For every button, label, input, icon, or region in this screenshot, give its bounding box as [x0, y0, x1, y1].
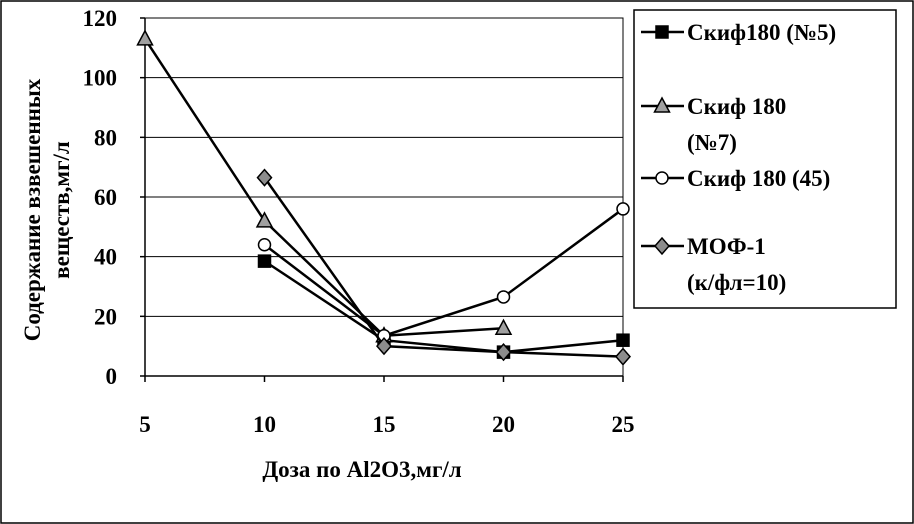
data-point [257, 237, 272, 252]
legend-label: Скиф 180 (45) [687, 166, 830, 191]
y-axis-title: Содержание взвешенных веществ,мг/л [20, 78, 74, 341]
x-tick-label: 15 [373, 412, 396, 437]
y-tick-label: 80 [94, 125, 117, 150]
series-line [263, 260, 624, 354]
legend-item-4: МОФ-1 (к/фл=10) [641, 234, 786, 295]
legend-item-2: Скиф 180 (№7) [641, 94, 786, 155]
x-axis-title: Доза по Al2O3,мг/л [262, 457, 461, 482]
y-tick-label: 60 [94, 185, 117, 210]
series-layer [136, 29, 631, 366]
y-tick-label: 120 [83, 6, 118, 31]
data-point [255, 211, 274, 228]
data-point [616, 202, 630, 216]
legend [633, 9, 897, 309]
legend-label: МОФ-1 [687, 234, 766, 259]
series-line [263, 207, 624, 338]
legend-marker [654, 236, 670, 256]
y-tick-label: 20 [94, 304, 117, 329]
x-axis-ticks: 5 10 15 20 25 [139, 376, 635, 437]
y-axis-title-line: Содержание взвешенных [20, 78, 45, 341]
data-point [256, 168, 273, 187]
data-point [496, 290, 511, 304]
data-point [257, 254, 272, 268]
legend-item-3: Скиф 180 (45) [641, 166, 830, 191]
legend-label: Скиф180 (№5) [687, 20, 836, 45]
y-axis-title-line: веществ,мг/л [49, 141, 74, 279]
legend-label: (№7) [687, 130, 737, 155]
legend-items: Скиф180 (№5) Скиф 180 (№7) Скиф 180 (45) МОФ… [641, 20, 836, 295]
series-4 [256, 168, 631, 366]
legend-label: (к/фл=10) [687, 270, 786, 295]
y-tick-label: 100 [83, 66, 118, 91]
x-tick-label: 5 [139, 412, 151, 437]
x-tick-label: 20 [492, 412, 515, 437]
data-point [376, 337, 392, 356]
data-point [615, 347, 631, 366]
x-tick-label: 10 [253, 412, 276, 437]
y-tick-label: 40 [94, 245, 117, 270]
legend-item-1: Скиф180 (№5) [641, 20, 836, 45]
y-axis-ticks: 0 20 40 60 80 100 120 [83, 6, 145, 389]
legend-marker [655, 171, 669, 185]
y-tick-label: 0 [106, 364, 118, 389]
series-line [143, 38, 504, 338]
legend-marker [655, 25, 669, 39]
series-line [263, 176, 624, 358]
data-point [495, 342, 512, 362]
data-point [616, 333, 630, 347]
data-point [494, 318, 513, 336]
data-point [136, 29, 154, 46]
legend-label: Скиф 180 [687, 94, 786, 119]
x-tick-label: 25 [612, 412, 635, 437]
series-3 [257, 202, 630, 343]
legend-marker [653, 96, 671, 113]
